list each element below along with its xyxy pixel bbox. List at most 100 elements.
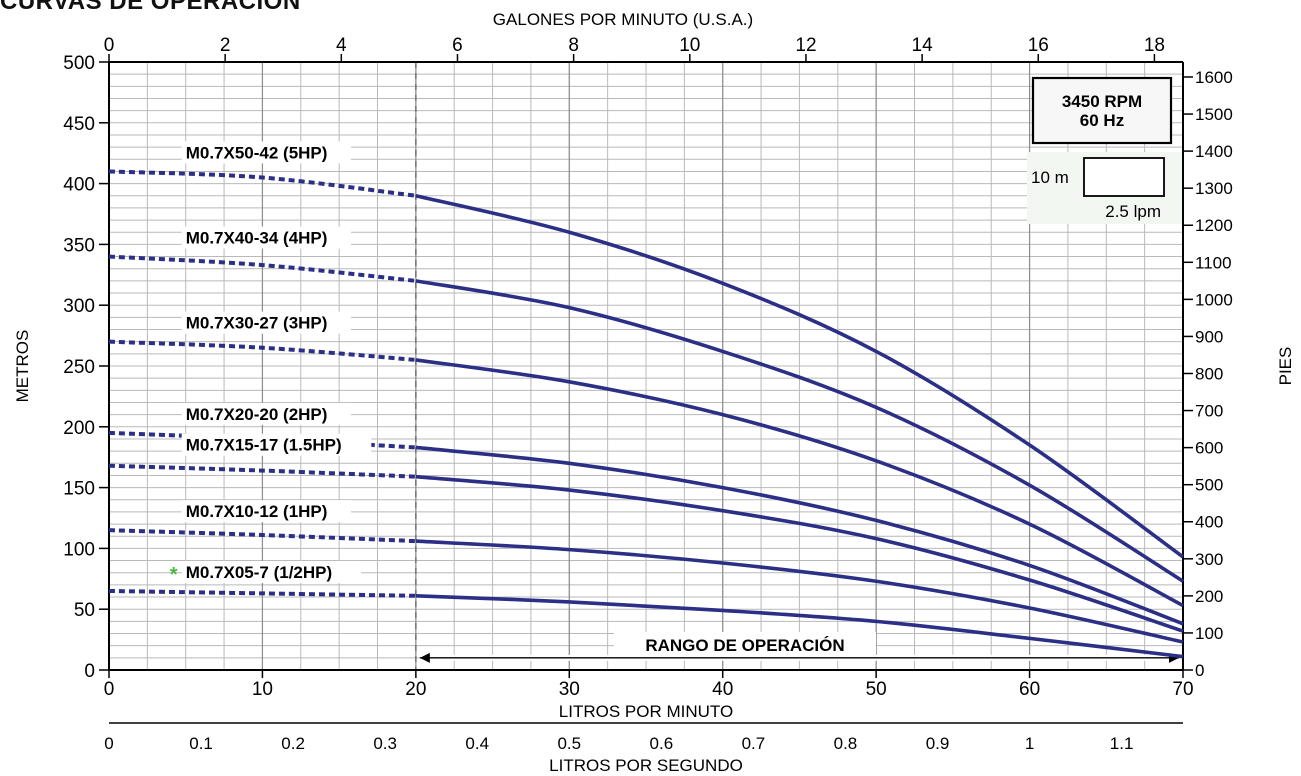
series-curve-extended [108,339,417,362]
lps-tick-label: 0.8 [834,734,858,753]
x-tick-label: 20 [405,679,426,700]
x-tick-label: 40 [712,679,733,700]
gpm-tick-label: 14 [912,35,934,56]
speed-rpm: 3450 RPM [1062,92,1142,111]
marker-asterisk: * [170,564,178,586]
x-tick-label: 50 [866,679,887,700]
series-label: M0.7X15-17 (1.5HP) [186,436,342,455]
ft-tick-label: 300 [1195,550,1223,569]
x-tick-label: 70 [1172,679,1193,700]
y-tick-label: 400 [63,175,95,196]
scale-legend-vertical: 10 m [1031,168,1069,187]
chart-title: CURVAS DE OPERACIÓN [0,0,301,15]
x-axis-label-bottom: LITROS POR MINUTO [559,702,733,721]
series-label-bg [181,560,362,583]
series-curve [415,539,1184,644]
y-tick-label: 50 [74,600,95,621]
ft-tick-label: 1600 [1195,68,1233,87]
series-curve [415,194,1185,559]
x-axis-label-top: GALONES POR MINUTO (U.S.A.) [493,10,753,29]
gpm-tick-label: 12 [795,35,816,56]
ft-tick-label: 700 [1195,402,1223,421]
series-curve [415,445,1184,626]
y-tick-label: 450 [63,114,95,135]
x-tick-label: 60 [1019,679,1040,700]
y-tick-label: 500 [63,53,95,74]
scale-legend-horizontal: 2.5 lpm [1105,202,1161,221]
scale-legend-box [1083,157,1165,197]
y-tick-label: 0 [84,661,95,682]
series-curve-extended [108,463,416,479]
speed-box [1031,76,1173,145]
ft-tick-label: 1300 [1195,179,1233,198]
y-axis-label-left: METROS [13,330,32,403]
gpm-tick-label: 2 [220,35,231,56]
ft-tick-label: 600 [1195,439,1223,458]
ft-tick-label: 900 [1195,327,1223,346]
series-label-bg [181,402,351,425]
y-tick-label: 200 [63,418,95,439]
ft-tick-label: 0 [1195,661,1204,680]
series-label-bg [181,311,351,334]
x-tick-label: 0 [104,679,115,700]
y-tick-label: 150 [63,479,95,500]
lps-tick-label: 0.2 [281,734,305,753]
x-axis-label-lps: LITROS POR SEGUNDO [549,756,743,775]
lps-tick-label: 0.3 [373,734,397,753]
ft-tick-label: 400 [1195,513,1223,532]
x-tick-label: 30 [559,679,580,700]
y-tick-label: 300 [63,296,95,317]
gpm-tick-label: 6 [452,35,463,56]
arrow-head-left [419,652,430,663]
ft-tick-label: 1500 [1195,105,1233,124]
series-label: M0.7X20-20 (2HP) [186,405,328,424]
gpm-tick-label: 18 [1144,35,1165,56]
series-curve [415,594,1184,659]
series-label: M0.7X30-27 (3HP) [186,314,328,333]
lps-tick-label: 0 [104,734,113,753]
series-curve-extended [108,254,417,283]
ft-tick-label: 100 [1195,624,1223,643]
gpm-tick-label: 0 [104,35,115,56]
lps-tick-label: 1.1 [1110,734,1134,753]
series-label-bg [181,226,351,249]
series-curve [415,279,1184,583]
y-tick-label: 100 [63,539,95,560]
lps-tick-label: 0.5 [557,734,581,753]
operating-range-label-bg [614,631,876,656]
series-curve-extended [108,169,417,198]
series-label: M0.7X50-42 (5HP) [186,143,328,162]
series-curve [415,358,1184,608]
lps-tick-label: 0.6 [650,734,674,753]
lps-tick-label: 0.1 [189,734,213,753]
series-label: M0.7X40-34 (4HP) [186,229,328,248]
ft-tick-label: 500 [1195,476,1223,495]
x-tick-label: 10 [252,679,273,700]
series-label-bg [181,500,351,523]
gpm-tick-label: 8 [568,35,579,56]
series-label: M0.7X05-7 (1/2HP) [186,563,332,582]
ft-tick-label: 1100 [1195,253,1232,272]
gpm-tick-label: 4 [336,35,347,56]
lps-tick-label: 1 [1025,734,1034,753]
operating-range-label: RANGO DE OPERACIÓN [645,636,844,655]
series-curve-extended [108,528,416,544]
series-curve-extended [108,588,416,598]
series-curve [415,474,1184,633]
series-label-bg [181,141,351,164]
y-tick-label: 250 [63,357,95,378]
speed-hz: 60 Hz [1080,111,1124,130]
gpm-tick-label: 16 [1028,35,1049,56]
gpm-tick-label: 10 [679,35,700,56]
series-label-bg [181,433,372,456]
y-axis-label-right: PIES [1276,347,1295,386]
lps-tick-label: 0.4 [465,734,489,753]
series-label: M0.7X10-12 (1HP) [186,502,328,521]
lps-tick-label: 0.7 [742,734,766,753]
ft-tick-label: 1400 [1195,142,1233,161]
y-tick-label: 350 [63,235,95,256]
ft-tick-label: 1000 [1195,290,1233,309]
ft-tick-label: 1200 [1195,216,1233,235]
ft-tick-label: 800 [1195,364,1223,383]
